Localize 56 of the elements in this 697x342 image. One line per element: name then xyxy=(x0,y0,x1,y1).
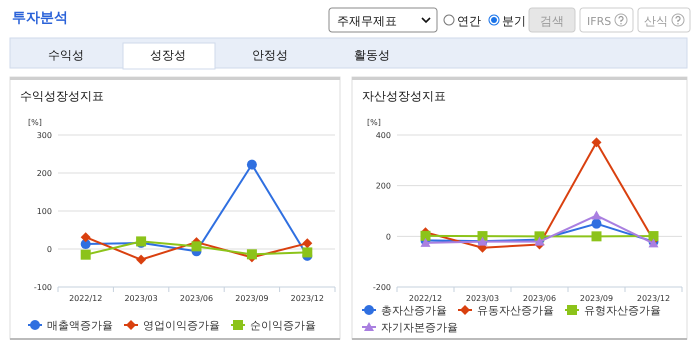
point xyxy=(80,232,91,242)
y-tick-label: 200 xyxy=(36,169,52,178)
point xyxy=(136,254,146,265)
point xyxy=(192,241,202,252)
text: 연간 xyxy=(457,14,481,28)
x-tick-label: 2023/09 xyxy=(580,294,614,303)
x-tick-label: 2023/12 xyxy=(290,294,324,303)
y-axis-title: [%] xyxy=(28,118,42,127)
text: 검색 xyxy=(540,14,564,28)
y-tick-label: 100 xyxy=(36,207,52,216)
point xyxy=(246,249,257,260)
point xyxy=(592,210,602,220)
x-tick-label: 2022/12 xyxy=(408,294,442,303)
y-tick-label: 200 xyxy=(376,182,391,191)
y-tick-label: 400 xyxy=(376,131,391,140)
x-tick-label: 2023/12 xyxy=(636,294,670,303)
legend-label: 영업이익증가율 xyxy=(143,319,220,332)
point xyxy=(80,250,91,260)
legend-label: 매출액증가율 xyxy=(47,319,113,332)
text: 안정성 xyxy=(252,48,288,62)
legend-label: 자기자본증가율 xyxy=(381,321,458,334)
legend-label: 유동자산증가율 xyxy=(477,304,554,317)
point xyxy=(592,218,602,229)
x-tick-label: 2023/09 xyxy=(235,294,269,303)
x-tick-label: 2023/06 xyxy=(522,294,556,303)
text: 투자분석 xyxy=(12,10,68,26)
point xyxy=(592,137,602,148)
point xyxy=(246,160,257,170)
text: 산식 xyxy=(644,14,668,28)
x-tick-label: 2023/03 xyxy=(124,294,158,303)
x-tick-label: 2022/12 xyxy=(69,294,102,303)
point xyxy=(420,230,430,241)
legend-label: 순이익증가율 xyxy=(250,319,316,332)
chart-title: 수익성장성지표 xyxy=(20,89,104,103)
y-tick-label: -100 xyxy=(34,283,52,292)
y-tick-label: 0 xyxy=(386,232,391,242)
legend-label: 유형자산증가율 xyxy=(584,304,661,317)
y-tick-label: 0 xyxy=(46,245,52,254)
point xyxy=(302,247,312,258)
point xyxy=(420,238,430,247)
x-tick-label: 2023/03 xyxy=(466,294,500,303)
text: 수익성 xyxy=(48,48,84,62)
text: 성장성 xyxy=(150,48,186,62)
x-tick-label: 2023/06 xyxy=(180,294,214,303)
y-tick-label: 300 xyxy=(36,131,52,140)
point xyxy=(592,231,602,242)
text: 주재무제표 xyxy=(337,14,397,28)
text: 활동성 xyxy=(354,48,390,62)
text: 분기 xyxy=(502,14,526,28)
point xyxy=(648,231,658,242)
chart-title: 자산성장성지표 xyxy=(362,89,446,103)
point xyxy=(302,238,312,248)
y-axis-title: [%] xyxy=(367,118,381,127)
legend-label: 총자산증가율 xyxy=(381,304,447,317)
text: IFRS xyxy=(587,15,612,28)
y-tick-label: -200 xyxy=(372,283,391,292)
